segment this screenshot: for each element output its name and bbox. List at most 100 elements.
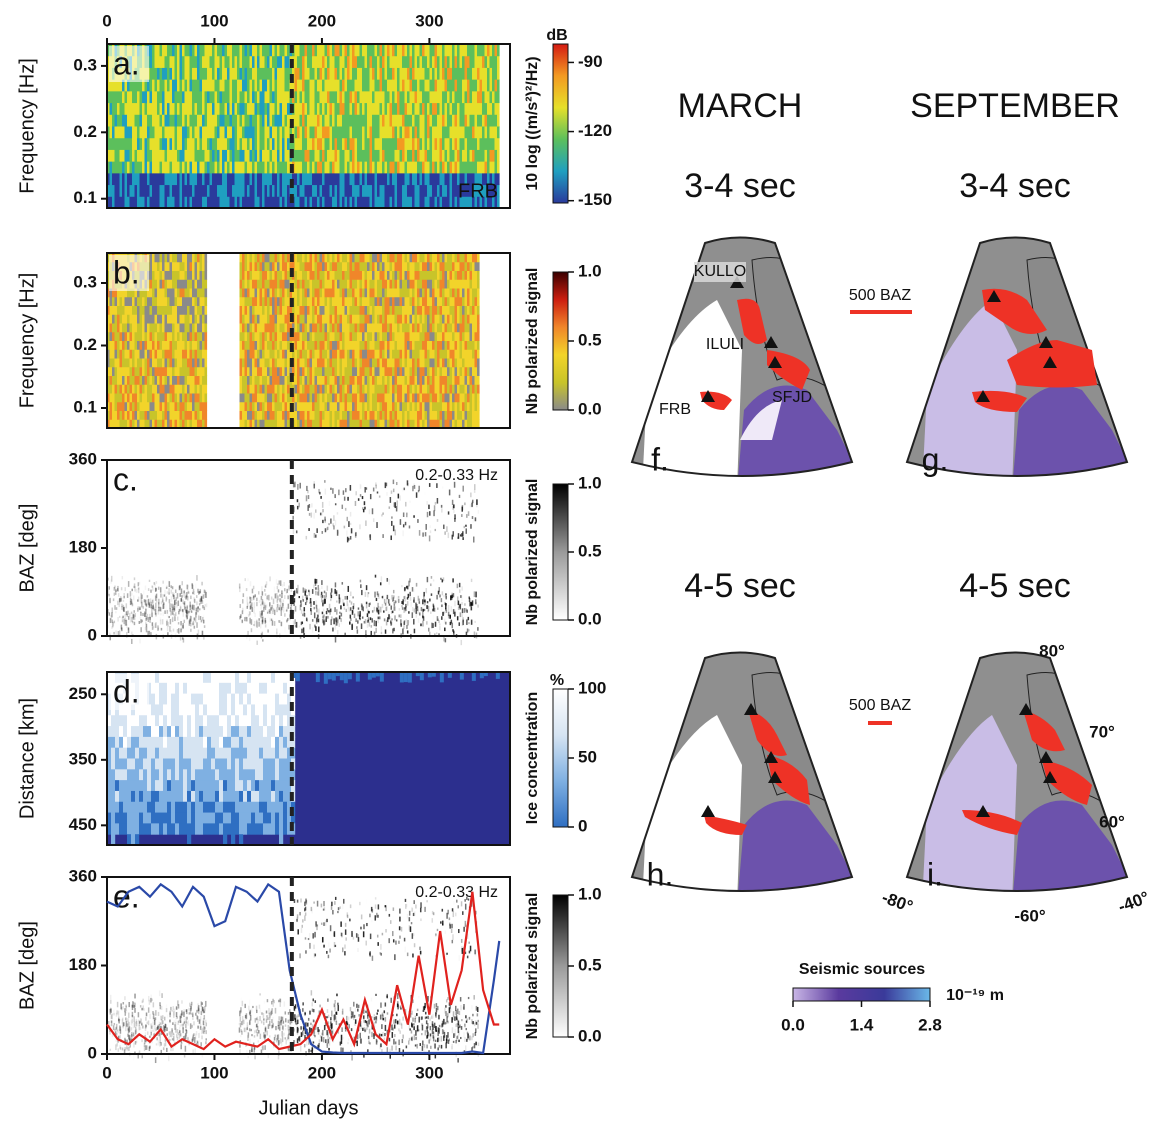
spectrogram-cell [254,137,258,150]
polarization-cell [174,323,178,333]
spectrogram-cell [324,126,328,139]
polarization-cell [364,366,368,376]
polarization-cell [162,296,165,306]
polarization-cell [434,253,438,263]
spectrogram-cell [232,67,235,80]
polarization-cell [459,270,463,280]
polarization-cell [154,253,158,263]
polarization-cell [467,366,470,376]
panel-label: i. [927,856,943,892]
polarization-cell [444,401,448,411]
spectrogram-cell [479,161,483,174]
polarization-cell [169,366,173,376]
spectrogram-cell [404,126,408,139]
spectrogram-cell [417,102,420,115]
polarization-cell [369,253,373,263]
polarization-cell [329,366,333,376]
polarization-cell [382,261,385,271]
spectrogram-cell [429,44,433,57]
polarization-cell [434,270,438,280]
polarization-cell [404,331,408,341]
polarization-cell [184,331,188,341]
spectrogram-cell [464,102,468,115]
spectrogram-cell [269,149,273,162]
polarization-cell [454,305,458,315]
polarization-cell [249,314,253,324]
spectrogram-cell [479,196,483,209]
polarization-cell [322,261,325,271]
polarization-cell [362,401,365,411]
spectrogram-cell [384,44,388,57]
polarization-cell [432,270,435,280]
polarization-cell [274,375,278,385]
polarization-cell [454,296,458,306]
spectrogram-cell [199,161,203,174]
polarization-cell [454,288,458,298]
polarization-cell [242,288,245,298]
polarization-cell [454,261,458,271]
spectrogram-cell [174,161,178,174]
polarization-cell [392,331,395,341]
polarization-cell [262,375,265,385]
spectrogram-cell [472,90,475,104]
polarization-cell [437,410,440,420]
polarization-cell [202,253,205,263]
polarization-cell [402,323,405,333]
spectrogram-cell [379,90,383,104]
polarization-cell [382,296,385,306]
polarization-cell [439,314,443,324]
spectrogram-cell [374,137,378,150]
polarization-cell [337,358,340,368]
polarization-cell [187,401,190,411]
spectrogram-cell [114,102,118,115]
spectrogram-cell [142,196,145,209]
polarization-cell [262,419,265,429]
polarization-cell [122,288,125,298]
spectrogram-cell [304,67,308,80]
spectrogram-cell [479,172,483,186]
polarization-cell [139,323,143,333]
polarization-cell [444,261,448,271]
y-axis-label: Frequency [Hz] [16,58,38,194]
polarization-cell [367,270,370,280]
spectrogram-cell [322,79,325,92]
spectrogram-cell [137,149,140,162]
spectrogram-cell [382,172,385,186]
spectrogram-cell [127,114,130,127]
polarization-cell [284,375,288,385]
spectrogram-cell [437,114,440,127]
polarization-cell [447,410,450,420]
spectrogram-cell [357,184,360,197]
polarization-cell [304,331,308,341]
polarization-cell [387,393,390,403]
spectrogram-cell [479,149,483,162]
spectrogram-cell [154,137,158,150]
polarization-cell [257,261,260,271]
polarization-cell [114,419,118,429]
polarization-cell [374,375,378,385]
spectrogram-cell [137,79,140,92]
spectrogram-cell [382,67,385,80]
spectrogram-cell [234,79,238,92]
spectrogram-cell [209,126,213,139]
polarization-cell [132,349,135,359]
polarization-cell [277,419,280,429]
polarization-cell [414,349,418,359]
spectrogram-cell [204,55,208,68]
polarization-cell [404,384,408,394]
spectrogram-cell [269,172,273,186]
spectrogram-cell [279,149,283,162]
spectrogram-cell [482,196,485,209]
polarization-cell [384,349,388,359]
spectrogram-cell [307,90,310,104]
spectrogram-cell [272,55,275,68]
spectrogram-cell [457,102,460,115]
spectrogram-cell [112,90,115,104]
polarization-cell [149,279,153,289]
polarization-cell [172,393,175,403]
spectrogram-cell [427,44,430,57]
polarization-cell [394,340,398,350]
spectrogram-cell [204,172,208,186]
polarization-cell [239,340,243,350]
polarization-cell [179,384,183,394]
